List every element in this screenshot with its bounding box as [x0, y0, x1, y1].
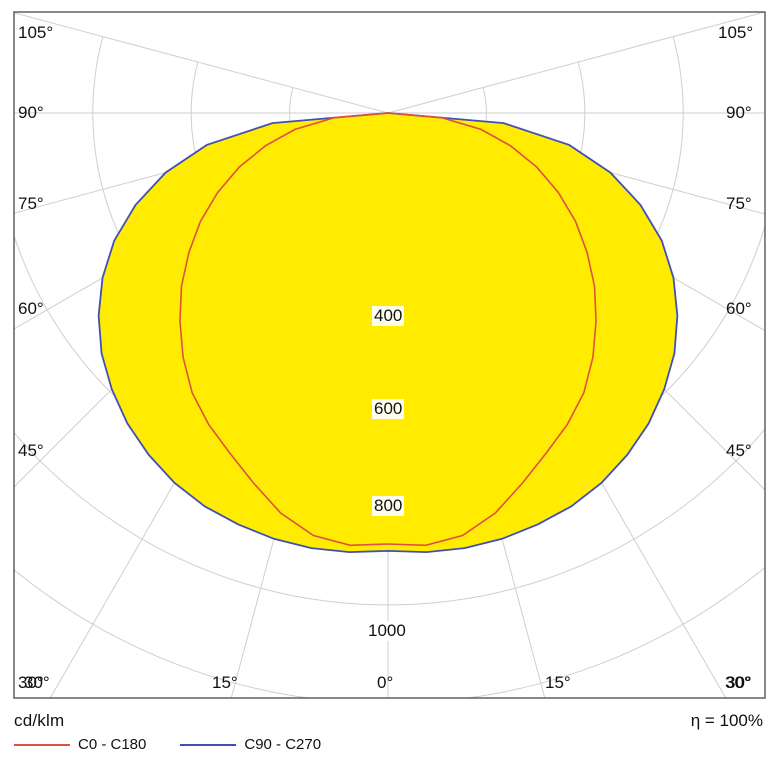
distribution-plot	[97, 112, 679, 554]
radial-value-label-1000: 1000	[366, 621, 408, 641]
legend-swatch-c90-c270	[180, 743, 237, 746]
legend-item-c0-c180[interactable]: C0 - C180	[14, 736, 146, 753]
bottom-angle-label-3: 15°	[545, 673, 571, 692]
left-angle-label-1: 90°	[18, 103, 44, 122]
legend: C0 - C180 C90 - C270	[14, 736, 321, 753]
legend-item-c90-c270[interactable]: C90 - C270	[180, 736, 321, 753]
right-angle-label-4: 45°	[726, 441, 752, 460]
right-angle-label-3: 60°	[726, 299, 752, 318]
radial-value-label-800: 800	[372, 496, 405, 516]
bottom-angle-label-2: 0°	[377, 673, 394, 692]
bottom-angle-label-4: 30°	[725, 673, 751, 692]
legend-swatch-c0-c180	[14, 743, 70, 746]
right-angle-label-2: 75°	[726, 194, 752, 213]
legend-unit-label: cd/klm	[14, 711, 65, 730]
left-angle-label-5: 30°	[18, 673, 44, 692]
bottom-angle-label-0: 30°	[24, 673, 50, 692]
right-angle-label-1: 90°	[726, 103, 752, 122]
curve-c90-c270	[97, 112, 679, 554]
right-angle-label-5: 30°	[726, 673, 752, 692]
left-angle-label-3: 60°	[18, 299, 44, 318]
curve-c0-c180	[179, 112, 597, 547]
left-angle-label-0: 105°	[18, 23, 54, 42]
radial-value-label-600: 600	[372, 399, 405, 419]
right-angle-label-0: 105°	[718, 23, 754, 42]
legend-label-c0-c180: C0 - C180	[78, 736, 147, 753]
chart-frame	[13, 11, 766, 699]
legend-label-c90-c270: C90 - C270	[244, 736, 322, 753]
radial-value-label-400: 400	[372, 306, 405, 326]
legend-efficiency-label: η = 100%	[690, 711, 763, 730]
left-angle-label-4: 45°	[18, 441, 44, 460]
bottom-angle-label-1: 15°	[212, 673, 238, 692]
distribution-fill-area	[98, 113, 678, 553]
left-angle-label-2: 75°	[18, 194, 44, 213]
